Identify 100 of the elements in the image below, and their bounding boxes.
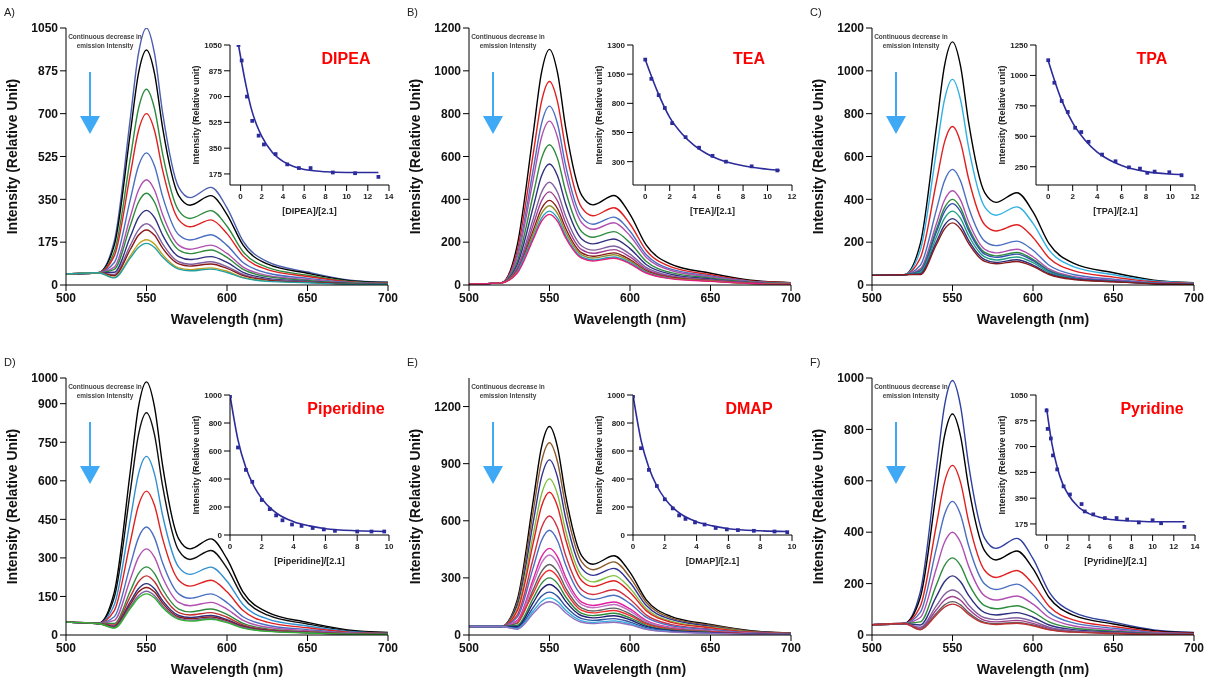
y-tick-label: 0 <box>620 530 626 540</box>
y-tick-label: 400 <box>440 192 462 207</box>
x-tick-label: 0 <box>643 191 648 201</box>
y-tick-label: 1050 <box>204 40 223 50</box>
x-axis-title: [Pyridine]/[2.1] <box>1084 556 1147 566</box>
x-tick-label: 0 <box>227 541 233 551</box>
y-tick-label: 0 <box>217 530 223 540</box>
x-axis-title: [DMAP]/[2.1] <box>685 556 740 566</box>
x-tick-label: 550 <box>136 290 157 305</box>
x-tick-label: 0 <box>1044 541 1050 551</box>
x-tick-label: 6 <box>1119 191 1125 201</box>
x-tick-label: 550 <box>539 640 560 655</box>
x-axis-title: Wavelength (nm) <box>170 661 284 677</box>
y-tick-label: 300 <box>37 551 59 566</box>
y-tick-label: 1000 <box>204 390 223 400</box>
y-tick-label: 400 <box>611 474 626 484</box>
y-tick-label: 1200 <box>434 399 462 414</box>
y-tick-label: 0 <box>454 278 462 293</box>
x-tick-label: 8 <box>354 541 360 551</box>
x-tick-label: 6 <box>716 191 722 201</box>
y-tick-label: 150 <box>37 589 59 604</box>
chart-title: E) <box>407 356 418 368</box>
chart-title: B) <box>407 6 418 18</box>
y-tick-label: 600 <box>440 149 462 164</box>
x-tick-label: 6 <box>726 541 732 551</box>
y-tick-label: 1000 <box>31 371 59 386</box>
chart-title: C) <box>810 6 822 18</box>
x-axis-title: Wavelength (nm) <box>573 311 687 327</box>
y-axis-title: Intensity (Relative unit) <box>997 415 1008 515</box>
annotation: DIPEA <box>320 50 372 68</box>
x-tick-label: 700 <box>377 640 399 655</box>
y-tick-label: 1000 <box>837 64 865 79</box>
y-tick-label: 0 <box>857 628 865 643</box>
y-tick-label: 350 <box>1014 494 1029 503</box>
chart-title: A) <box>4 6 15 18</box>
y-tick-label: 1000 <box>434 64 462 79</box>
x-axis-title: [Piperidine]/[2.1] <box>274 556 345 566</box>
y-tick-label: 525 <box>37 149 59 164</box>
y-axis-title: Intensity (Relative Unit) <box>3 78 20 235</box>
y-tick-label: 525 <box>208 118 223 128</box>
y-tick-label: 750 <box>37 435 59 450</box>
y-tick-label: 200 <box>208 502 223 512</box>
x-axis-title: Wavelength (nm) <box>170 311 284 327</box>
x-tick-label: 12 <box>787 191 797 201</box>
y-tick-label: 525 <box>1014 468 1029 478</box>
chart-title: D) <box>4 356 16 368</box>
y-tick-label: 875 <box>37 64 59 79</box>
y-tick-label: 1300 <box>607 40 626 50</box>
x-tick-label: 10 <box>1148 541 1158 551</box>
x-tick-label: 8 <box>740 191 746 201</box>
y-tick-label: 200 <box>843 235 865 250</box>
x-tick-label: 6 <box>1107 541 1113 551</box>
y-tick-label: 900 <box>440 456 462 471</box>
y-tick-label: 1250 <box>1010 40 1029 50</box>
y-axis-title: Intensity (Relative unit) <box>997 65 1008 165</box>
x-tick-label: 700 <box>1183 290 1205 305</box>
x-tick-label: 14 <box>384 191 394 201</box>
x-tick-label: 8 <box>1129 541 1135 551</box>
y-tick-label: 350 <box>37 192 59 207</box>
annotation: Piperidine <box>306 400 386 418</box>
x-axis-title: [TEA]/[2.1] <box>690 206 735 216</box>
annotation: DMAP <box>724 400 774 418</box>
x-tick-label: 6 <box>323 541 329 551</box>
x-tick-label: 2 <box>667 191 673 201</box>
x-tick-label: 6 <box>301 191 307 201</box>
y-tick-label: 800 <box>208 418 223 428</box>
annotation: TPA <box>1135 50 1169 68</box>
x-tick-label: 14 <box>1190 541 1200 551</box>
y-axis-title: Intensity (Relative Unit) <box>809 78 826 235</box>
y-tick-label: 300 <box>440 571 462 586</box>
y-tick-label: 175 <box>208 169 223 179</box>
y-tick-label: 200 <box>440 235 462 250</box>
x-tick-label: 10 <box>763 191 773 201</box>
x-tick-label: 10 <box>384 541 394 551</box>
y-tick-label: 1200 <box>434 21 462 36</box>
y-tick-label: 1050 <box>607 70 626 80</box>
y-tick-label: 400 <box>208 474 223 484</box>
x-tick-label: 10 <box>787 541 797 551</box>
y-tick-label: 700 <box>208 92 223 102</box>
x-tick-label: 0 <box>630 541 636 551</box>
x-axis-title: [TPA]/[2.1] <box>1093 206 1138 216</box>
y-tick-label: 800 <box>611 99 626 109</box>
x-tick-label: 550 <box>539 290 560 305</box>
y-tick-label: 300 <box>611 157 626 167</box>
x-axis-title: Wavelength (nm) <box>976 661 1090 677</box>
x-tick-label: 700 <box>780 640 802 655</box>
x-tick-label: 0 <box>238 191 244 201</box>
y-tick-label: 450 <box>37 512 59 527</box>
x-tick-label: 12 <box>1169 541 1179 551</box>
x-axis-title: Wavelength (nm) <box>573 661 687 677</box>
y-tick-label: 500 <box>1014 132 1029 142</box>
y-tick-label: 1200 <box>837 21 865 36</box>
y-tick-label: 800 <box>440 106 462 121</box>
y-axis-title: Intensity (Relative unit) <box>594 65 605 165</box>
x-tick-label: 2 <box>1070 191 1076 201</box>
x-tick-label: 8 <box>323 191 329 201</box>
y-tick-label: 600 <box>440 514 462 529</box>
chart-title: F) <box>810 356 821 368</box>
y-tick-label: 175 <box>1014 519 1029 529</box>
y-tick-label: 800 <box>611 418 626 428</box>
